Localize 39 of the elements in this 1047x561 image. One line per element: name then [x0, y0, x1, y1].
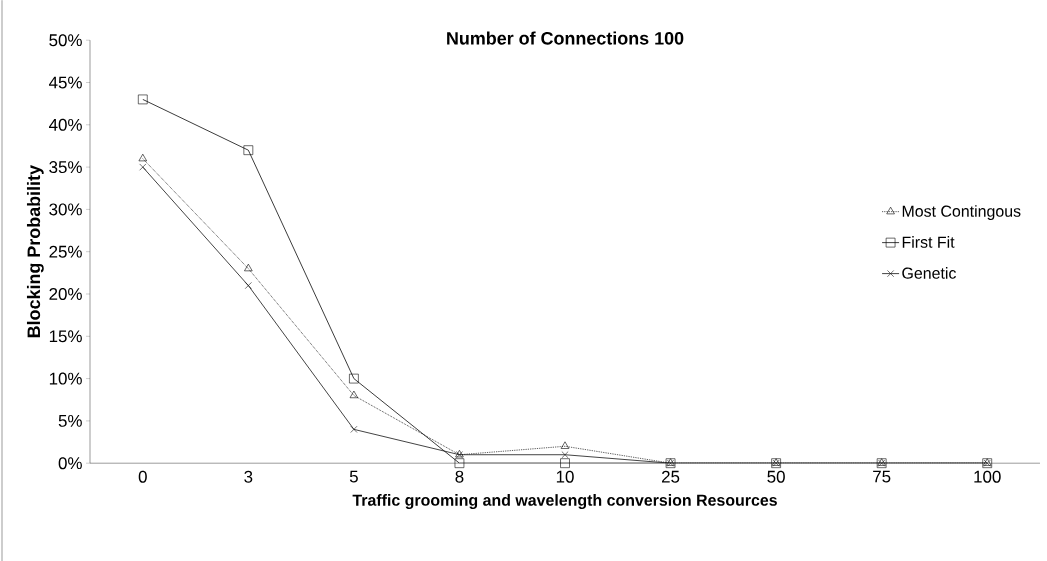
x-tick-label: 50 — [767, 470, 785, 483]
point — [244, 281, 252, 289]
y-tick-label: 35% — [49, 160, 82, 173]
legend-label: First Fit — [902, 235, 955, 248]
y-tick-label: 5% — [58, 414, 82, 427]
y-tick-label: 25% — [49, 245, 82, 258]
y-tick-label: 40% — [48, 118, 82, 131]
y-tick-label: 15% — [49, 330, 82, 343]
x-tick-label: 3 — [244, 470, 253, 483]
point — [139, 163, 147, 171]
x-tick-label: 75 — [873, 470, 891, 483]
y-tick-label: 20% — [49, 287, 82, 300]
x-tick-label: 0 — [138, 470, 147, 483]
y-tick-label: 10% — [49, 372, 82, 385]
point — [349, 373, 359, 384]
x-tick-label: 8 — [455, 470, 464, 483]
point — [561, 451, 569, 459]
point — [350, 425, 358, 433]
y-tick-label: 0% — [58, 457, 82, 470]
y-axis-title: Blocking Probability — [26, 164, 44, 337]
x-tick-label: 10 — [556, 470, 574, 483]
x-axis-title: Traffic grooming and wavelength conversion Resources — [352, 493, 777, 509]
y-tick-label: 30% — [49, 203, 82, 216]
x-tick-label: 100 — [974, 470, 1001, 483]
y-tick-label: 50% — [49, 34, 82, 47]
point — [560, 458, 570, 468]
point — [349, 390, 359, 398]
point — [138, 94, 148, 105]
point — [138, 153, 147, 161]
point — [243, 145, 254, 155]
x-tick-label: 25 — [662, 470, 680, 483]
legend-label: Most Contingous — [902, 204, 1021, 220]
legend-label: Genetic — [902, 266, 956, 279]
chart-title: Number of Connections 100 — [447, 31, 684, 45]
point — [560, 441, 570, 449]
x-tick-label: 5 — [349, 470, 358, 483]
y-tick-label: 45% — [48, 76, 82, 89]
point — [244, 263, 253, 271]
point — [454, 458, 465, 468]
